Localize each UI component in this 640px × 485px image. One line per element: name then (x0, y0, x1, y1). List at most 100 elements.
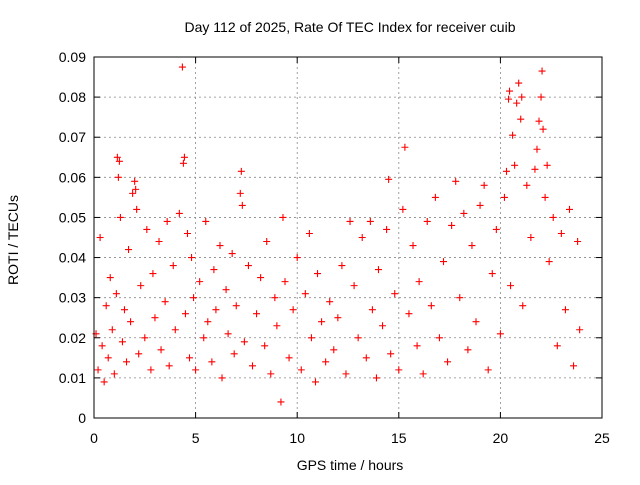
data-point (401, 143, 409, 151)
data-point (151, 314, 159, 322)
plot-area-border (93, 56, 603, 419)
data-point (277, 398, 285, 406)
y-tick-label: 0.01 (59, 370, 86, 386)
data-point (178, 63, 186, 71)
data-point (545, 258, 553, 266)
data-point (561, 306, 569, 314)
data-point (155, 238, 163, 246)
data-point (541, 193, 549, 201)
data-point (163, 217, 171, 225)
y-tick-label: 0.03 (59, 290, 86, 306)
data-point (350, 282, 358, 290)
data-point (127, 318, 135, 326)
data-point (311, 378, 319, 386)
data-point (131, 177, 139, 185)
data-point (517, 115, 525, 123)
data-point (137, 282, 145, 290)
data-point (527, 234, 535, 241)
data-point (108, 326, 116, 334)
data-point (452, 177, 460, 185)
data-point (423, 217, 431, 225)
data-point (181, 310, 189, 318)
data-point (279, 213, 287, 221)
data-point (238, 201, 246, 209)
data-point (476, 201, 484, 209)
x-tick-label: 25 (594, 430, 610, 446)
data-point (297, 366, 305, 374)
data-point (171, 326, 179, 334)
data-point (190, 294, 198, 302)
data-point (147, 366, 155, 374)
data-point (549, 213, 557, 221)
data-point (263, 238, 271, 246)
data-point (368, 306, 376, 314)
data-point (509, 131, 517, 139)
data-point (538, 67, 546, 75)
data-point (165, 362, 173, 370)
x-tick-label: 10 (289, 430, 305, 446)
data-point (505, 95, 513, 103)
data-point (362, 354, 370, 362)
data-point (570, 362, 578, 370)
data-point (157, 346, 165, 354)
y-tick-label: 0.08 (59, 89, 86, 105)
data-point (271, 294, 279, 302)
data-point (431, 193, 439, 201)
data-point (202, 217, 210, 225)
data-point (576, 326, 584, 334)
data-point (405, 310, 413, 318)
data-point (511, 161, 519, 169)
data-point (492, 225, 500, 233)
data-point (533, 145, 541, 153)
data-point (125, 246, 133, 254)
data-point (574, 238, 582, 246)
data-point (488, 270, 496, 278)
data-point (104, 354, 112, 362)
data-point (456, 294, 464, 302)
data-point (440, 258, 448, 266)
data-point (307, 334, 315, 342)
data-point (224, 330, 232, 338)
data-point (383, 225, 391, 233)
y-tick-label: 0.02 (59, 330, 86, 346)
data-point (543, 161, 551, 169)
data-point (515, 79, 523, 87)
data-point (200, 334, 208, 342)
data-point (188, 254, 196, 262)
data-point (175, 209, 183, 217)
data-point (180, 153, 188, 161)
x-tick-label: 5 (192, 430, 200, 446)
data-point (149, 270, 157, 278)
data-point (98, 342, 106, 350)
data-point (240, 338, 248, 346)
data-point (102, 302, 110, 310)
data-point (330, 346, 338, 354)
data-point (506, 87, 514, 95)
data-point (285, 354, 293, 362)
data-point (110, 370, 118, 378)
data-point (132, 185, 140, 193)
x-axis-label: GPS time / hours (297, 457, 404, 473)
data-point (427, 302, 435, 310)
data-point (385, 175, 393, 183)
data-point (500, 193, 508, 201)
data-point (133, 205, 141, 213)
data-point (346, 217, 354, 225)
chart-title: Day 112 of 2025, Rate Of TEC Index for r… (185, 19, 516, 35)
data-point (248, 362, 256, 370)
data-point (484, 366, 492, 374)
data-point (537, 93, 545, 101)
data-point (281, 278, 289, 286)
data-point (372, 374, 380, 382)
data-point (267, 370, 275, 378)
data-point (113, 153, 121, 161)
data-point (236, 189, 244, 197)
data-point (338, 262, 346, 270)
data-point (216, 242, 224, 250)
data-point (106, 274, 114, 282)
data-point (114, 173, 122, 181)
data-point (535, 117, 543, 125)
data-point (169, 262, 177, 270)
data-point (374, 266, 382, 274)
